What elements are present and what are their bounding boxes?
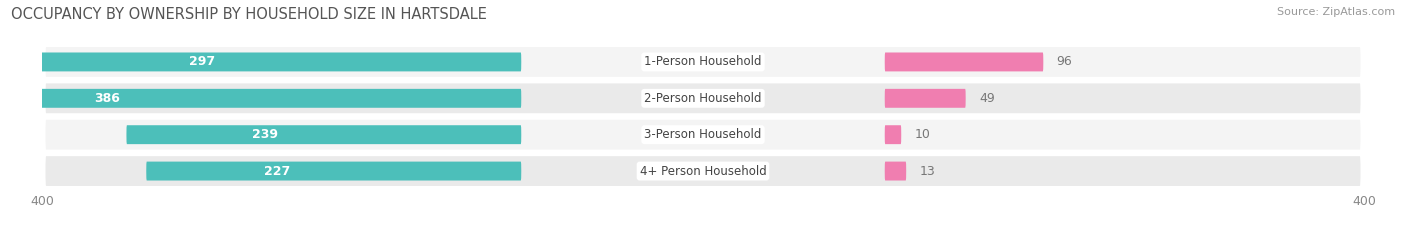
Text: 227: 227 [264, 164, 291, 178]
FancyBboxPatch shape [45, 83, 1361, 113]
Text: 297: 297 [190, 55, 215, 69]
FancyBboxPatch shape [45, 120, 1361, 150]
Text: 386: 386 [94, 92, 120, 105]
FancyBboxPatch shape [884, 125, 901, 144]
Text: 4+ Person Household: 4+ Person Household [640, 164, 766, 178]
FancyBboxPatch shape [31, 52, 522, 71]
FancyBboxPatch shape [127, 125, 522, 144]
Text: 10: 10 [914, 128, 931, 141]
Text: 2-Person Household: 2-Person Household [644, 92, 762, 105]
Legend: Owner-occupied, Renter-occupied: Owner-occupied, Renter-occupied [568, 229, 838, 233]
FancyBboxPatch shape [146, 162, 522, 181]
Text: 96: 96 [1056, 55, 1073, 69]
FancyBboxPatch shape [884, 52, 1043, 71]
Text: 3-Person Household: 3-Person Household [644, 128, 762, 141]
FancyBboxPatch shape [0, 89, 522, 108]
Text: 1-Person Household: 1-Person Household [644, 55, 762, 69]
Text: 49: 49 [979, 92, 994, 105]
Text: 13: 13 [920, 164, 935, 178]
Text: OCCUPANCY BY OWNERSHIP BY HOUSEHOLD SIZE IN HARTSDALE: OCCUPANCY BY OWNERSHIP BY HOUSEHOLD SIZE… [11, 7, 486, 22]
Text: 239: 239 [252, 128, 277, 141]
FancyBboxPatch shape [45, 47, 1361, 77]
FancyBboxPatch shape [884, 162, 907, 181]
FancyBboxPatch shape [45, 156, 1361, 186]
FancyBboxPatch shape [884, 89, 966, 108]
Text: Source: ZipAtlas.com: Source: ZipAtlas.com [1277, 7, 1395, 17]
